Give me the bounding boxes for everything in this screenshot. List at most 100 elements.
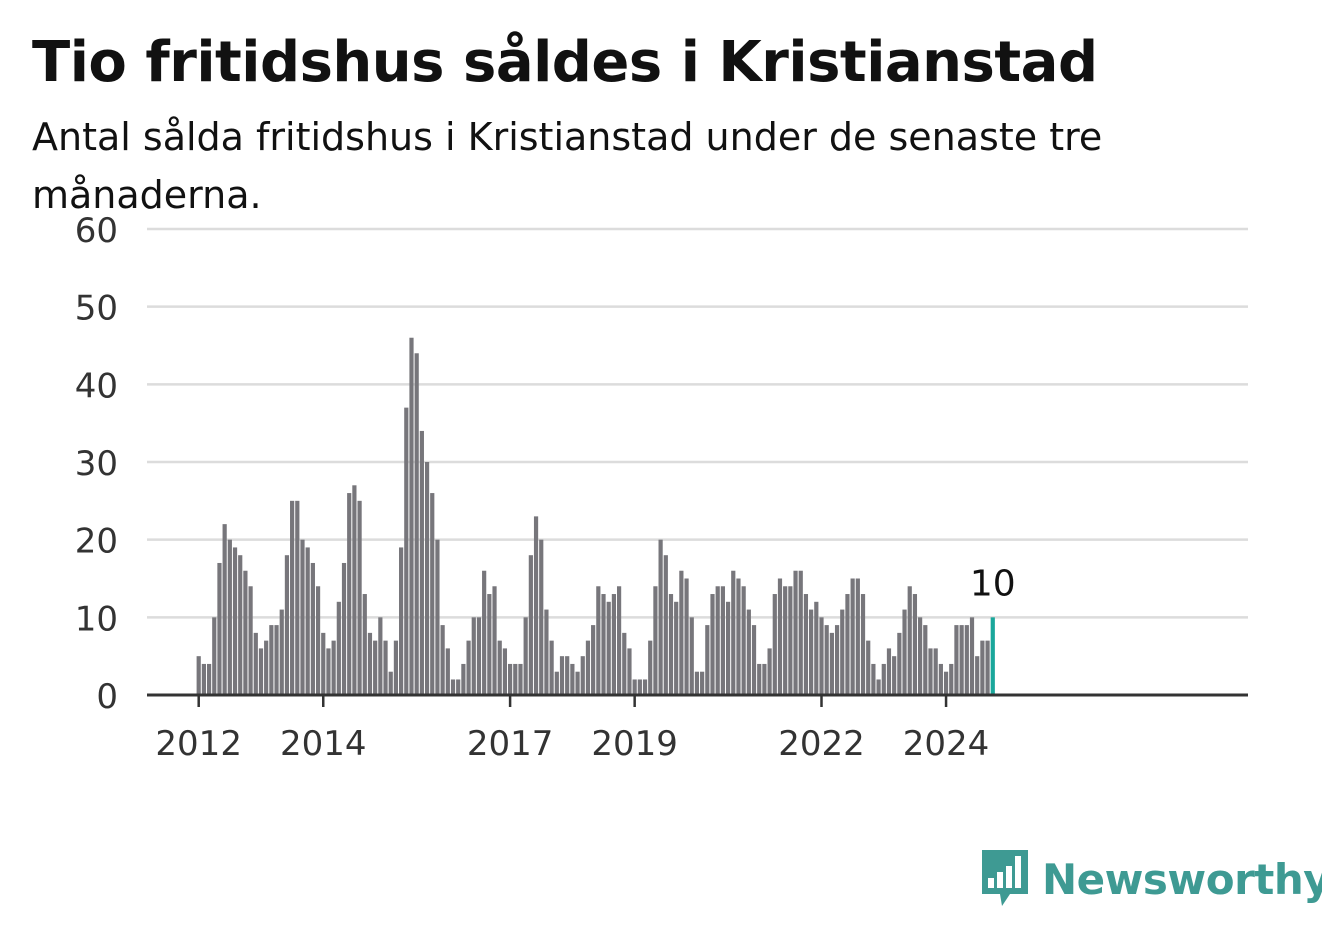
y-tick-label: 10 xyxy=(75,599,118,639)
bar xyxy=(949,663,954,695)
bar xyxy=(487,594,492,695)
bar xyxy=(373,640,378,695)
bar xyxy=(580,656,585,695)
bar xyxy=(399,547,404,695)
bar xyxy=(824,625,829,695)
bar xyxy=(492,586,497,695)
bar xyxy=(274,625,279,695)
bar xyxy=(809,609,814,695)
bar xyxy=(544,609,549,695)
bar xyxy=(497,640,502,695)
bar xyxy=(923,625,928,695)
bar xyxy=(424,462,430,695)
chart-subtitle: Antal sålda fritidshus i Kristianstad un… xyxy=(32,115,1103,217)
bar xyxy=(788,586,793,695)
bar xyxy=(212,617,217,695)
y-axis-labels: 0 10 20 30 40 50 60 xyxy=(75,211,118,717)
bar xyxy=(279,609,284,695)
newsworthy-logo: Newsworthy xyxy=(980,848,1322,910)
bar xyxy=(783,586,788,695)
bar xyxy=(741,586,746,695)
y-tick-label: 0 xyxy=(96,677,118,717)
chart-title: Tio fritidshus såldes i Kristianstad xyxy=(32,30,1098,95)
x-tick-label: 2024 xyxy=(903,724,990,764)
bar xyxy=(284,555,290,695)
bar xyxy=(881,663,886,695)
bar xyxy=(964,625,969,695)
bar xyxy=(388,671,393,695)
bar xyxy=(300,539,305,695)
bar xyxy=(954,625,959,695)
bar xyxy=(897,632,902,695)
bar xyxy=(321,632,326,695)
bar xyxy=(430,493,435,695)
bar xyxy=(232,547,238,695)
bar xyxy=(549,640,554,695)
bar xyxy=(445,648,450,695)
y-tick-label: 20 xyxy=(75,522,118,562)
bar xyxy=(892,656,897,695)
bar xyxy=(834,625,840,695)
bar xyxy=(803,594,809,695)
bar xyxy=(367,632,373,695)
bar xyxy=(606,601,611,695)
bar xyxy=(559,656,565,695)
bar xyxy=(933,648,938,695)
bar xyxy=(295,500,300,695)
bar xyxy=(362,594,367,695)
highlight-value-label: 10 xyxy=(970,563,1016,604)
bar xyxy=(331,640,336,695)
bar xyxy=(793,570,798,695)
bar xyxy=(383,640,388,695)
bar xyxy=(720,586,725,695)
bar xyxy=(523,617,528,695)
bar xyxy=(694,671,700,695)
bar xyxy=(653,586,658,695)
bar xyxy=(762,663,767,695)
bar xyxy=(866,640,871,695)
brand-name: Newsworthy xyxy=(1042,854,1322,904)
bar xyxy=(476,617,482,695)
y-tick-label: 30 xyxy=(75,444,118,484)
bar xyxy=(502,648,508,695)
bar xyxy=(513,663,518,695)
x-tick-label: 2019 xyxy=(591,724,678,764)
bar xyxy=(539,539,544,695)
bar xyxy=(347,493,352,695)
bar xyxy=(855,578,860,695)
bar xyxy=(290,500,295,695)
bar xyxy=(393,640,399,695)
bar xyxy=(943,671,949,695)
y-tick-label: 60 xyxy=(75,211,118,251)
bar xyxy=(907,586,912,695)
bars xyxy=(196,337,995,695)
bar xyxy=(227,539,232,695)
x-tick-label: 2022 xyxy=(778,724,865,764)
bar xyxy=(471,617,476,695)
bar xyxy=(466,640,471,695)
newsworthy-logo-icon xyxy=(982,850,1028,906)
bar xyxy=(336,601,341,695)
bar xyxy=(222,524,227,695)
bar xyxy=(591,625,596,695)
bar xyxy=(378,617,383,695)
bar xyxy=(201,663,206,695)
bar xyxy=(871,663,876,695)
y-tick-label: 50 xyxy=(75,289,118,329)
bar xyxy=(684,578,689,695)
bar xyxy=(850,578,855,695)
bar xyxy=(482,570,487,695)
bar xyxy=(668,594,674,695)
y-tick-label: 40 xyxy=(75,366,118,406)
bar xyxy=(705,625,710,695)
annotations: 10 xyxy=(970,563,1016,604)
bar xyxy=(725,601,731,695)
bar xyxy=(357,500,362,695)
bar xyxy=(611,594,616,695)
bar xyxy=(419,430,424,695)
x-tick-label: 2014 xyxy=(280,724,367,764)
bar xyxy=(258,648,264,695)
x-axis-labels: 2012 2014 2017 2019 2022 2024 xyxy=(155,724,989,764)
bar xyxy=(565,656,570,695)
